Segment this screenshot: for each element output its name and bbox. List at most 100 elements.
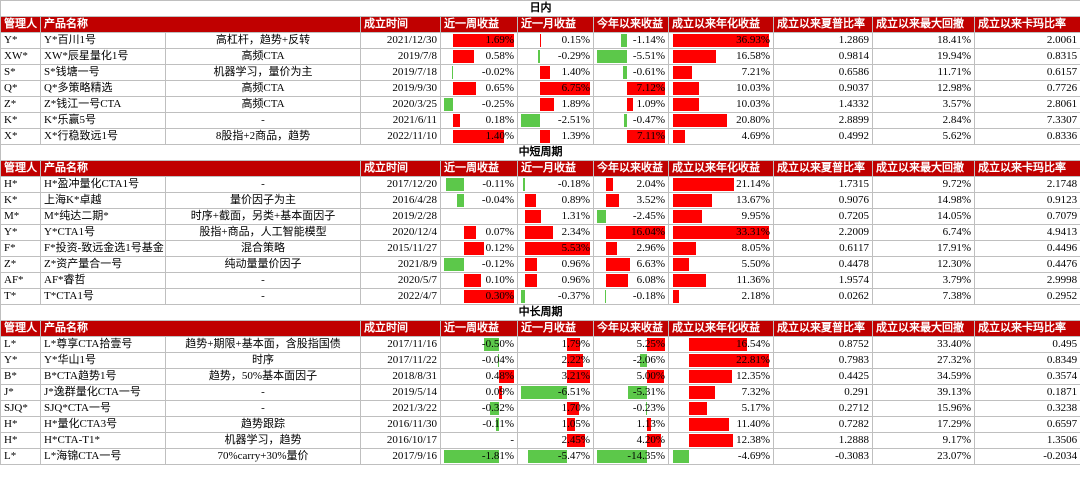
cell: 12.38% <box>668 432 774 449</box>
cell-text: 7.21% <box>741 66 770 78</box>
cell: 0.4992 <box>773 128 873 145</box>
cell-text: 12.30% <box>937 258 971 270</box>
data-row: L* L*海锦CTA一号 70%carry+30%量价 2017/9/16 -1.81%… <box>0 448 1080 465</box>
cell: -0.11% <box>440 416 518 433</box>
data-bar <box>498 354 500 367</box>
cell-text: 2017/11/16 <box>387 338 437 350</box>
cell: 15.96% <box>872 400 975 417</box>
cell-text: 6.75% <box>561 82 590 94</box>
cell-text: 2022/4/7 <box>397 290 437 302</box>
cell-text: T* <box>4 290 17 302</box>
cell-text: 2016/11/30 <box>387 418 437 430</box>
cell-text: 机器学习，量价为主 <box>213 66 313 78</box>
cell-text: -0.11% <box>482 178 514 190</box>
cell: 0.7282 <box>773 416 873 433</box>
cell-text: 1.40% <box>561 66 590 78</box>
cell-text: 0.291 <box>844 386 869 398</box>
cell-text: 0.07% <box>485 226 514 238</box>
cell-text: S*钱塘一号 <box>44 66 100 78</box>
cell: 0.12% <box>440 240 518 257</box>
cell: H*盈冲量化CTA1号 <box>40 176 166 193</box>
cell-text: -5.47% <box>557 450 590 462</box>
cell: 量价因子为主 <box>165 192 361 209</box>
cell-text: 1.3506 <box>1046 434 1078 446</box>
data-bar <box>646 418 651 431</box>
cell: 2017/11/22 <box>360 352 441 369</box>
cell-text: 0.9814 <box>838 50 869 62</box>
header-cell: 成立时间 <box>360 160 441 177</box>
cell-text: 1.2869 <box>838 34 869 46</box>
cell: 2017/12/20 <box>360 176 441 193</box>
cell-text: L*海锦CTA一号 <box>44 450 122 462</box>
cell: -0.11% <box>440 176 518 193</box>
cell: 11.40% <box>668 416 774 433</box>
cell-text: 2.1748 <box>1046 178 1078 190</box>
data-bar <box>689 434 733 447</box>
data-bar <box>495 418 500 431</box>
cell-text: 2.45% <box>561 434 590 446</box>
data-row: K* 上海K*卓越 量价因子为主 2016/4/28 -0.04% 0.89% 3.52% 1… <box>0 192 1080 209</box>
cell: L* <box>0 448 41 465</box>
cell: 2021/12/30 <box>360 32 441 49</box>
cell: 9.72% <box>872 176 975 193</box>
cell: - <box>165 384 361 401</box>
cell: -5.31% <box>593 384 669 401</box>
cell: 0.65% <box>440 80 518 97</box>
cell-text: 0.96% <box>561 258 590 270</box>
data-bar <box>521 114 540 127</box>
cell: 0.2952 <box>973 288 1080 305</box>
cell-text: -1.81% <box>481 450 514 462</box>
cell: Y*CTA1号 <box>40 224 166 241</box>
cell-text: 9.95% <box>741 210 770 222</box>
cell-text: 16.54% <box>736 338 770 350</box>
data-bar <box>673 50 717 63</box>
cell: 2.84% <box>872 112 975 129</box>
cell: 3.79% <box>872 272 975 289</box>
cell: 1.2888 <box>773 432 873 449</box>
cell-text: 1.89% <box>561 98 590 110</box>
cell: 纯动量量价因子 <box>165 256 361 273</box>
cell: X* <box>0 128 41 145</box>
data-bar <box>673 66 692 79</box>
data-bar <box>673 242 697 255</box>
cell-text: 7.3307 <box>1046 114 1078 126</box>
cell-text: 高频CTA <box>241 98 285 110</box>
cell-text: 18.41% <box>937 34 971 46</box>
cell-text: -6.51% <box>557 386 590 398</box>
cell-text: 5.62% <box>942 130 971 142</box>
cell: 1.39% <box>517 128 594 145</box>
cell-text: 5.00% <box>636 370 665 382</box>
cell: 2.18% <box>668 288 774 305</box>
cell: 1.40% <box>440 128 518 145</box>
cell: 12.98% <box>872 80 975 97</box>
header-cell: 近一月收益 <box>517 160 594 177</box>
cell: 33.31% <box>668 224 774 241</box>
cell: 高频CTA <box>165 80 361 97</box>
cell-text: 0.8349 <box>1046 354 1078 366</box>
cell-text: 0.4476 <box>1046 258 1078 270</box>
data-bar <box>623 66 627 79</box>
cell-text: 2016/4/28 <box>392 194 437 206</box>
cell-text: -0.18% <box>557 178 590 190</box>
cell-text: 时序+截面，另类+基本面因子 <box>190 210 336 222</box>
cell-text: 1.70% <box>561 402 590 414</box>
data-row: Q* Q*多策略精选 高频CTA 2019/9/30 0.65% 6.75% 7.12% 10… <box>0 80 1080 97</box>
data-bar <box>453 130 504 143</box>
cell: 1.70% <box>517 400 594 417</box>
cell: 0.8349 <box>973 352 1080 369</box>
cell: 趋势跟踪 <box>165 416 361 433</box>
data-bar <box>539 66 551 79</box>
cell-text: 1.4332 <box>838 98 869 110</box>
data-bar <box>525 226 553 239</box>
cell: 5.50% <box>668 256 774 273</box>
cell-text: Q*多策略精选 <box>44 82 113 94</box>
cell: 趋势+期限+基本面，含股指国债 <box>165 336 361 353</box>
cell-text: 1.05% <box>561 418 590 430</box>
cell-text: -0.61% <box>632 66 665 78</box>
data-bar <box>673 98 700 111</box>
data-bar <box>525 242 590 255</box>
cell: SJQ* <box>0 400 41 417</box>
cell: 13.67% <box>668 192 774 209</box>
cell-text: 17.91% <box>937 242 971 254</box>
cell: SJQ*CTA一号 <box>40 400 166 417</box>
